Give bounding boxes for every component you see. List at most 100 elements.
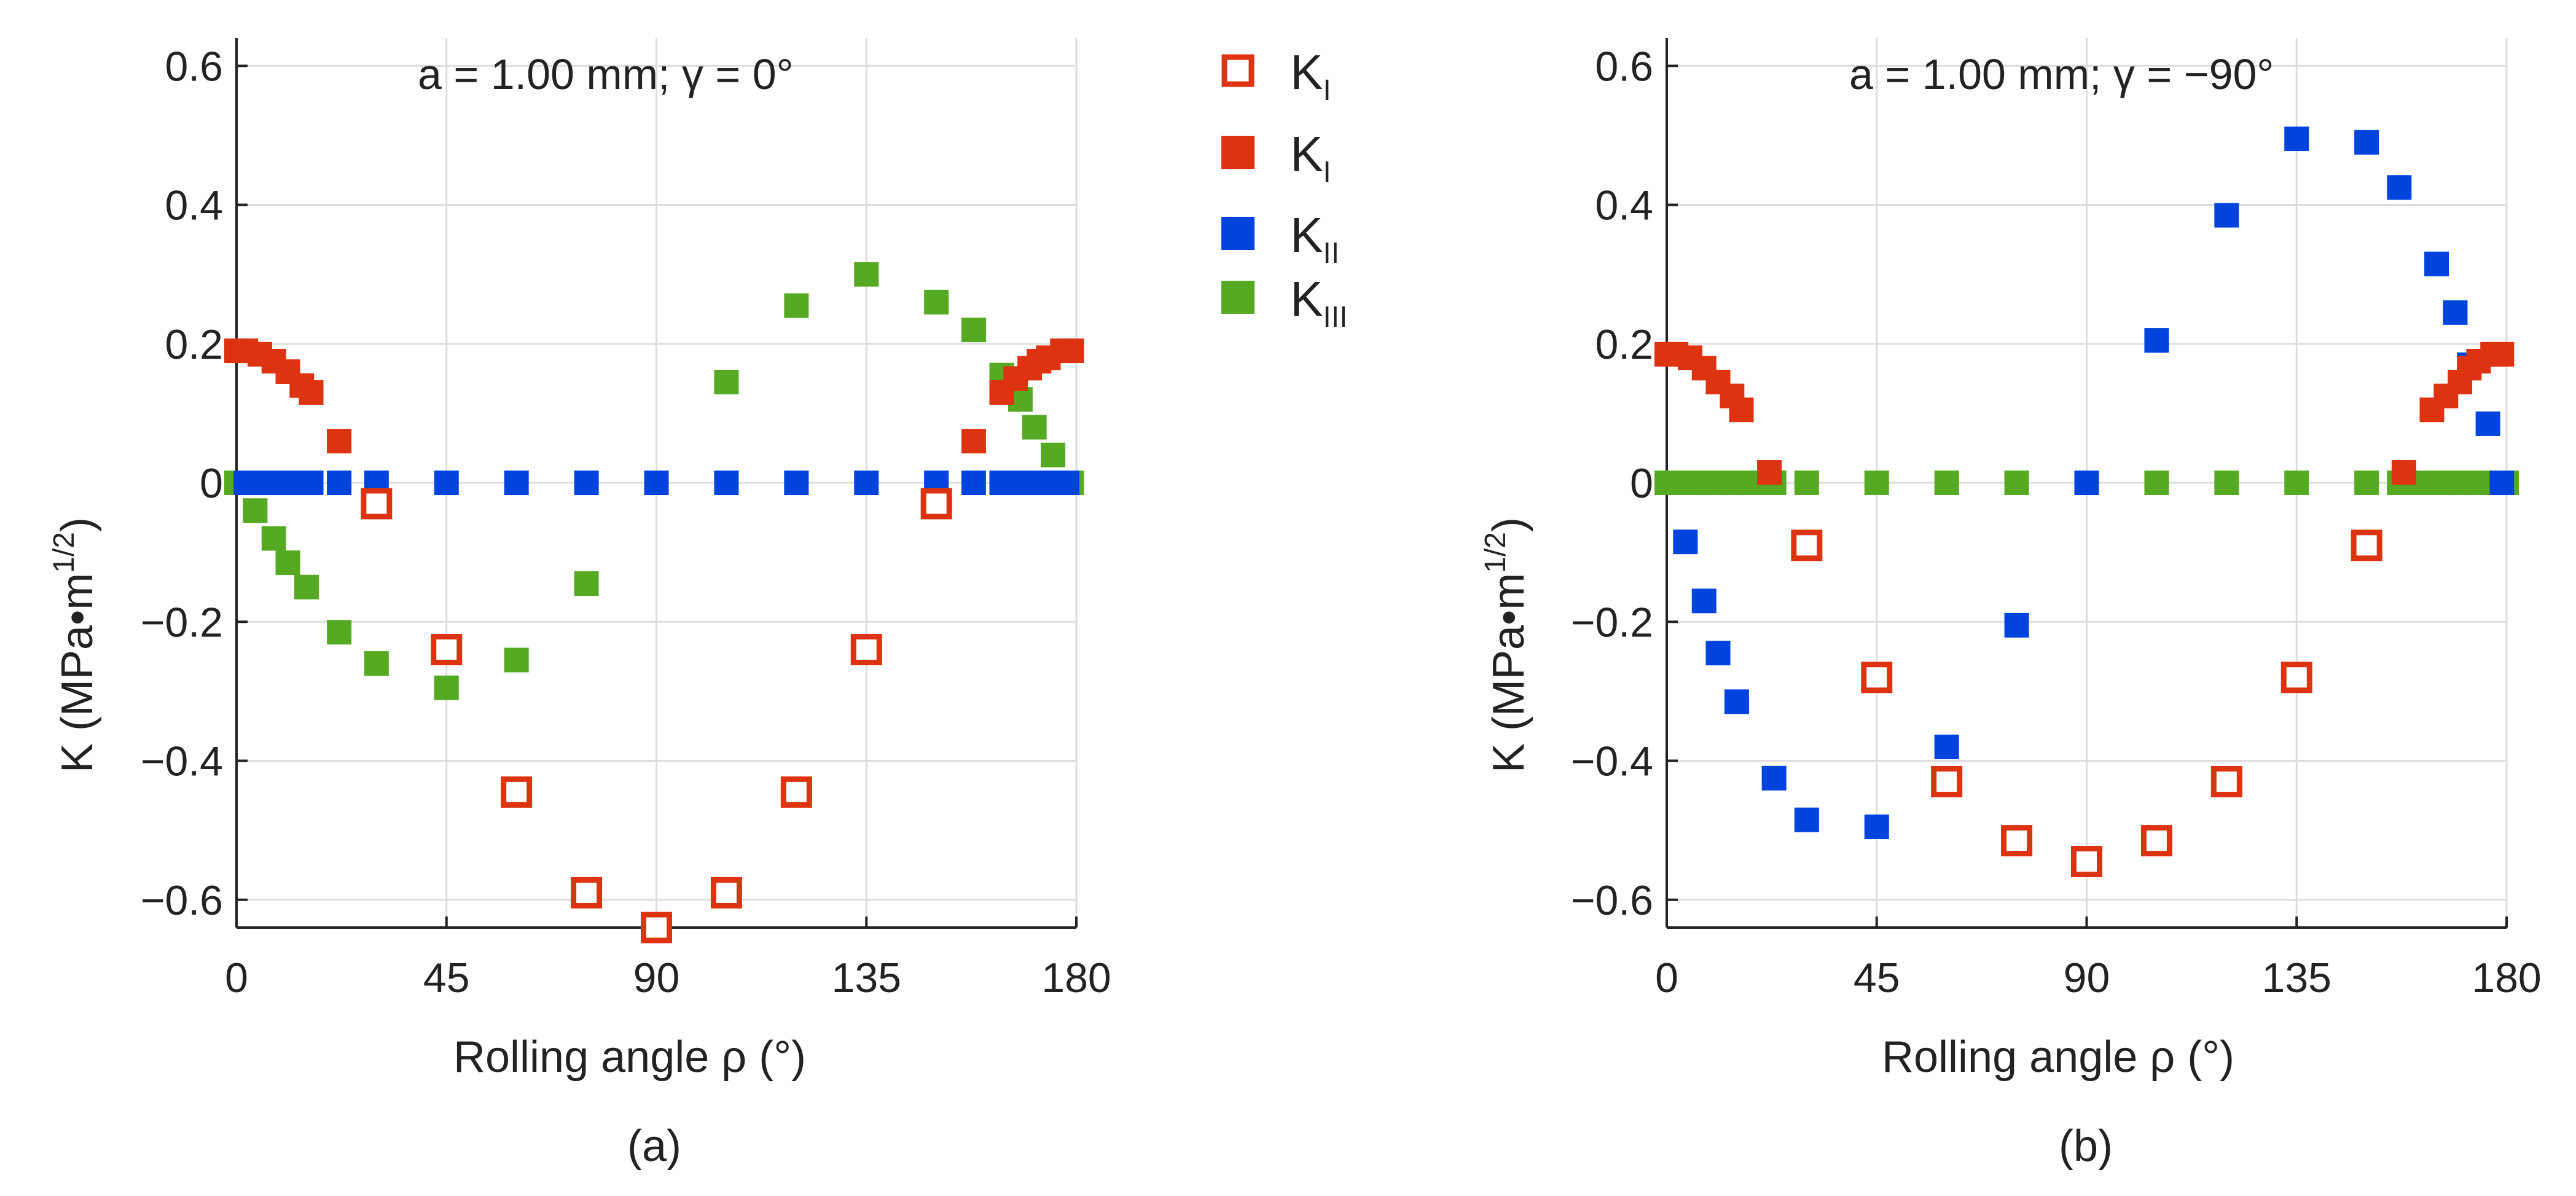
panel-a-y-label-sup: 1/2 bbox=[48, 532, 80, 573]
legend-item-KI-open: KI bbox=[1221, 45, 1331, 107]
y-tick-label: −0.4 bbox=[141, 738, 223, 785]
point-kii-a bbox=[1054, 471, 1079, 495]
point-ki-open-a bbox=[850, 634, 882, 665]
point-kii-a bbox=[644, 471, 669, 495]
point-ki-open-a bbox=[641, 912, 672, 944]
point-kii-b bbox=[1724, 689, 1749, 714]
panel-a-y-ticks: 0.6 0.4 0.2 0 −0.2 −0.4 −0.6 bbox=[141, 43, 248, 924]
panel-a-x-axis-title: Rolling angle ρ (°) bbox=[453, 1033, 806, 1082]
y-tick-label: 0 bbox=[1630, 460, 1653, 507]
point-kii-b bbox=[2074, 471, 2099, 495]
point-kiii-b bbox=[1794, 471, 1819, 495]
point-ki-open-b bbox=[1861, 662, 1893, 694]
point-kiii-b bbox=[1864, 471, 1889, 495]
point-kii-b bbox=[2424, 251, 2449, 276]
panel-b-label: (b) bbox=[2059, 1122, 2113, 1171]
panel-a: 0 45 90 135 180 0.6 0.4 0.2 0 −0.2 −0.4 −0.6 a = 1… bbox=[48, 38, 1111, 1171]
panel-b: 0 45 90 135 180 0.6 0.4 0.2 0 −0.2 −0.4 −0.6 a = 1… bbox=[1479, 38, 2542, 1171]
point-ki-open-b bbox=[2071, 846, 2102, 878]
point-kii-b bbox=[2443, 300, 2468, 325]
point-ki-open-a bbox=[571, 877, 603, 909]
point-kii-b bbox=[2387, 175, 2412, 200]
y-tick-label: −0.6 bbox=[1571, 877, 1653, 924]
point-kii-a bbox=[327, 471, 352, 495]
panel-b-y-axis-title: K (MPa•m1/2) bbox=[1479, 517, 1533, 773]
point-kii-a bbox=[299, 471, 324, 495]
legend-label: KI bbox=[1290, 127, 1331, 189]
point-kiii-b bbox=[2004, 471, 2029, 495]
y-tick-label: 0.2 bbox=[165, 321, 223, 368]
point-ki-open-a bbox=[501, 776, 533, 808]
y-tick-label: −0.4 bbox=[1571, 738, 1653, 785]
panel-b-marks bbox=[1654, 127, 2519, 878]
legend-item-KIII: KIII bbox=[1221, 272, 1347, 334]
y-tick-label: 0.4 bbox=[1595, 182, 1653, 229]
y-tick-label: 0.4 bbox=[165, 182, 223, 229]
point-kii-b bbox=[1673, 530, 1698, 555]
point-kii-b bbox=[2214, 203, 2239, 228]
point-kii-b bbox=[1794, 807, 1819, 832]
point-ki-filled-a bbox=[1059, 338, 1084, 364]
legend-item-KII: KII bbox=[1221, 208, 1339, 270]
point-kii-b bbox=[1761, 765, 1787, 791]
point-ki-open-a bbox=[431, 634, 463, 665]
blue-square-icon bbox=[1221, 217, 1255, 250]
point-kiii-b bbox=[2284, 471, 2309, 495]
point-kiii-b bbox=[1934, 471, 1959, 495]
point-kiii-a bbox=[924, 289, 949, 315]
x-tick-label: 45 bbox=[423, 955, 470, 1001]
y-tick-label: −0.6 bbox=[141, 877, 223, 924]
point-kiii-a bbox=[714, 369, 739, 394]
point-ki-open-b bbox=[1931, 765, 1963, 797]
point-ki-open-b bbox=[2280, 662, 2312, 694]
point-kii-b bbox=[2354, 130, 2379, 155]
x-tick-label: 0 bbox=[225, 955, 248, 1001]
point-ki-open-b bbox=[2351, 530, 2382, 561]
point-kiii-a bbox=[294, 574, 319, 600]
point-kiii-a bbox=[574, 571, 599, 596]
panel-b-annotation: a = 1.00 mm; γ = −90° bbox=[1849, 50, 2274, 98]
panel-b-y-ticks: 0.6 0.4 0.2 0 −0.2 −0.4 −0.6 bbox=[1571, 43, 1678, 924]
point-kii-a bbox=[961, 471, 986, 495]
point-kii-a bbox=[784, 471, 809, 495]
point-kiii-a bbox=[854, 262, 879, 287]
open-square-icon bbox=[1221, 54, 1255, 87]
point-kii-b bbox=[2489, 471, 2515, 495]
panel-a-label: (a) bbox=[627, 1122, 681, 1171]
point-kii-a bbox=[714, 471, 739, 495]
point-kii-b bbox=[1934, 734, 1959, 759]
point-kiii-a bbox=[504, 647, 529, 673]
legend-label: KI bbox=[1290, 45, 1331, 107]
point-kii-b bbox=[1691, 588, 1717, 614]
panel-b-x-ticks: 0 45 90 135 180 bbox=[1655, 917, 2542, 1001]
panel-a-annotation: a = 1.00 mm; γ = 0° bbox=[418, 50, 794, 98]
panel-b-y-label-end: ) bbox=[1484, 517, 1533, 532]
point-kiii-a bbox=[1022, 415, 1047, 440]
point-kii-b bbox=[2144, 328, 2169, 353]
panel-a-y-label-main: K (MPa•m bbox=[53, 573, 102, 773]
point-kiii-a bbox=[961, 318, 986, 343]
point-kiii-b bbox=[2354, 471, 2379, 495]
panel-b-y-label-main: K (MPa•m bbox=[1484, 573, 1533, 773]
point-kiii-a bbox=[275, 550, 300, 576]
point-kii-a bbox=[574, 471, 599, 495]
y-tick-label: −0.2 bbox=[141, 599, 223, 646]
point-kiii-a bbox=[327, 620, 352, 645]
point-kii-b bbox=[2284, 127, 2309, 152]
point-ki-open-b bbox=[1791, 530, 1823, 561]
panel-a-y-label-end: ) bbox=[53, 517, 102, 532]
point-ki-open-a bbox=[710, 877, 742, 909]
point-ki-open-a bbox=[361, 488, 393, 520]
legend-label: KIII bbox=[1290, 272, 1347, 334]
y-tick-label: −0.2 bbox=[1571, 599, 1653, 646]
point-kiii-b bbox=[2214, 471, 2239, 495]
point-kii-a bbox=[854, 471, 879, 495]
legend-item-KI-filled: KI bbox=[1221, 127, 1331, 189]
x-tick-label: 90 bbox=[633, 955, 680, 1001]
panel-b-y-label-sup: 1/2 bbox=[1479, 532, 1512, 573]
x-tick-label: 45 bbox=[1854, 955, 1900, 1001]
panel-a-marks bbox=[224, 262, 1084, 944]
point-ki-filled-a bbox=[961, 429, 986, 454]
panel-a-y-axis-title: K (MPa•m1/2) bbox=[48, 517, 102, 773]
